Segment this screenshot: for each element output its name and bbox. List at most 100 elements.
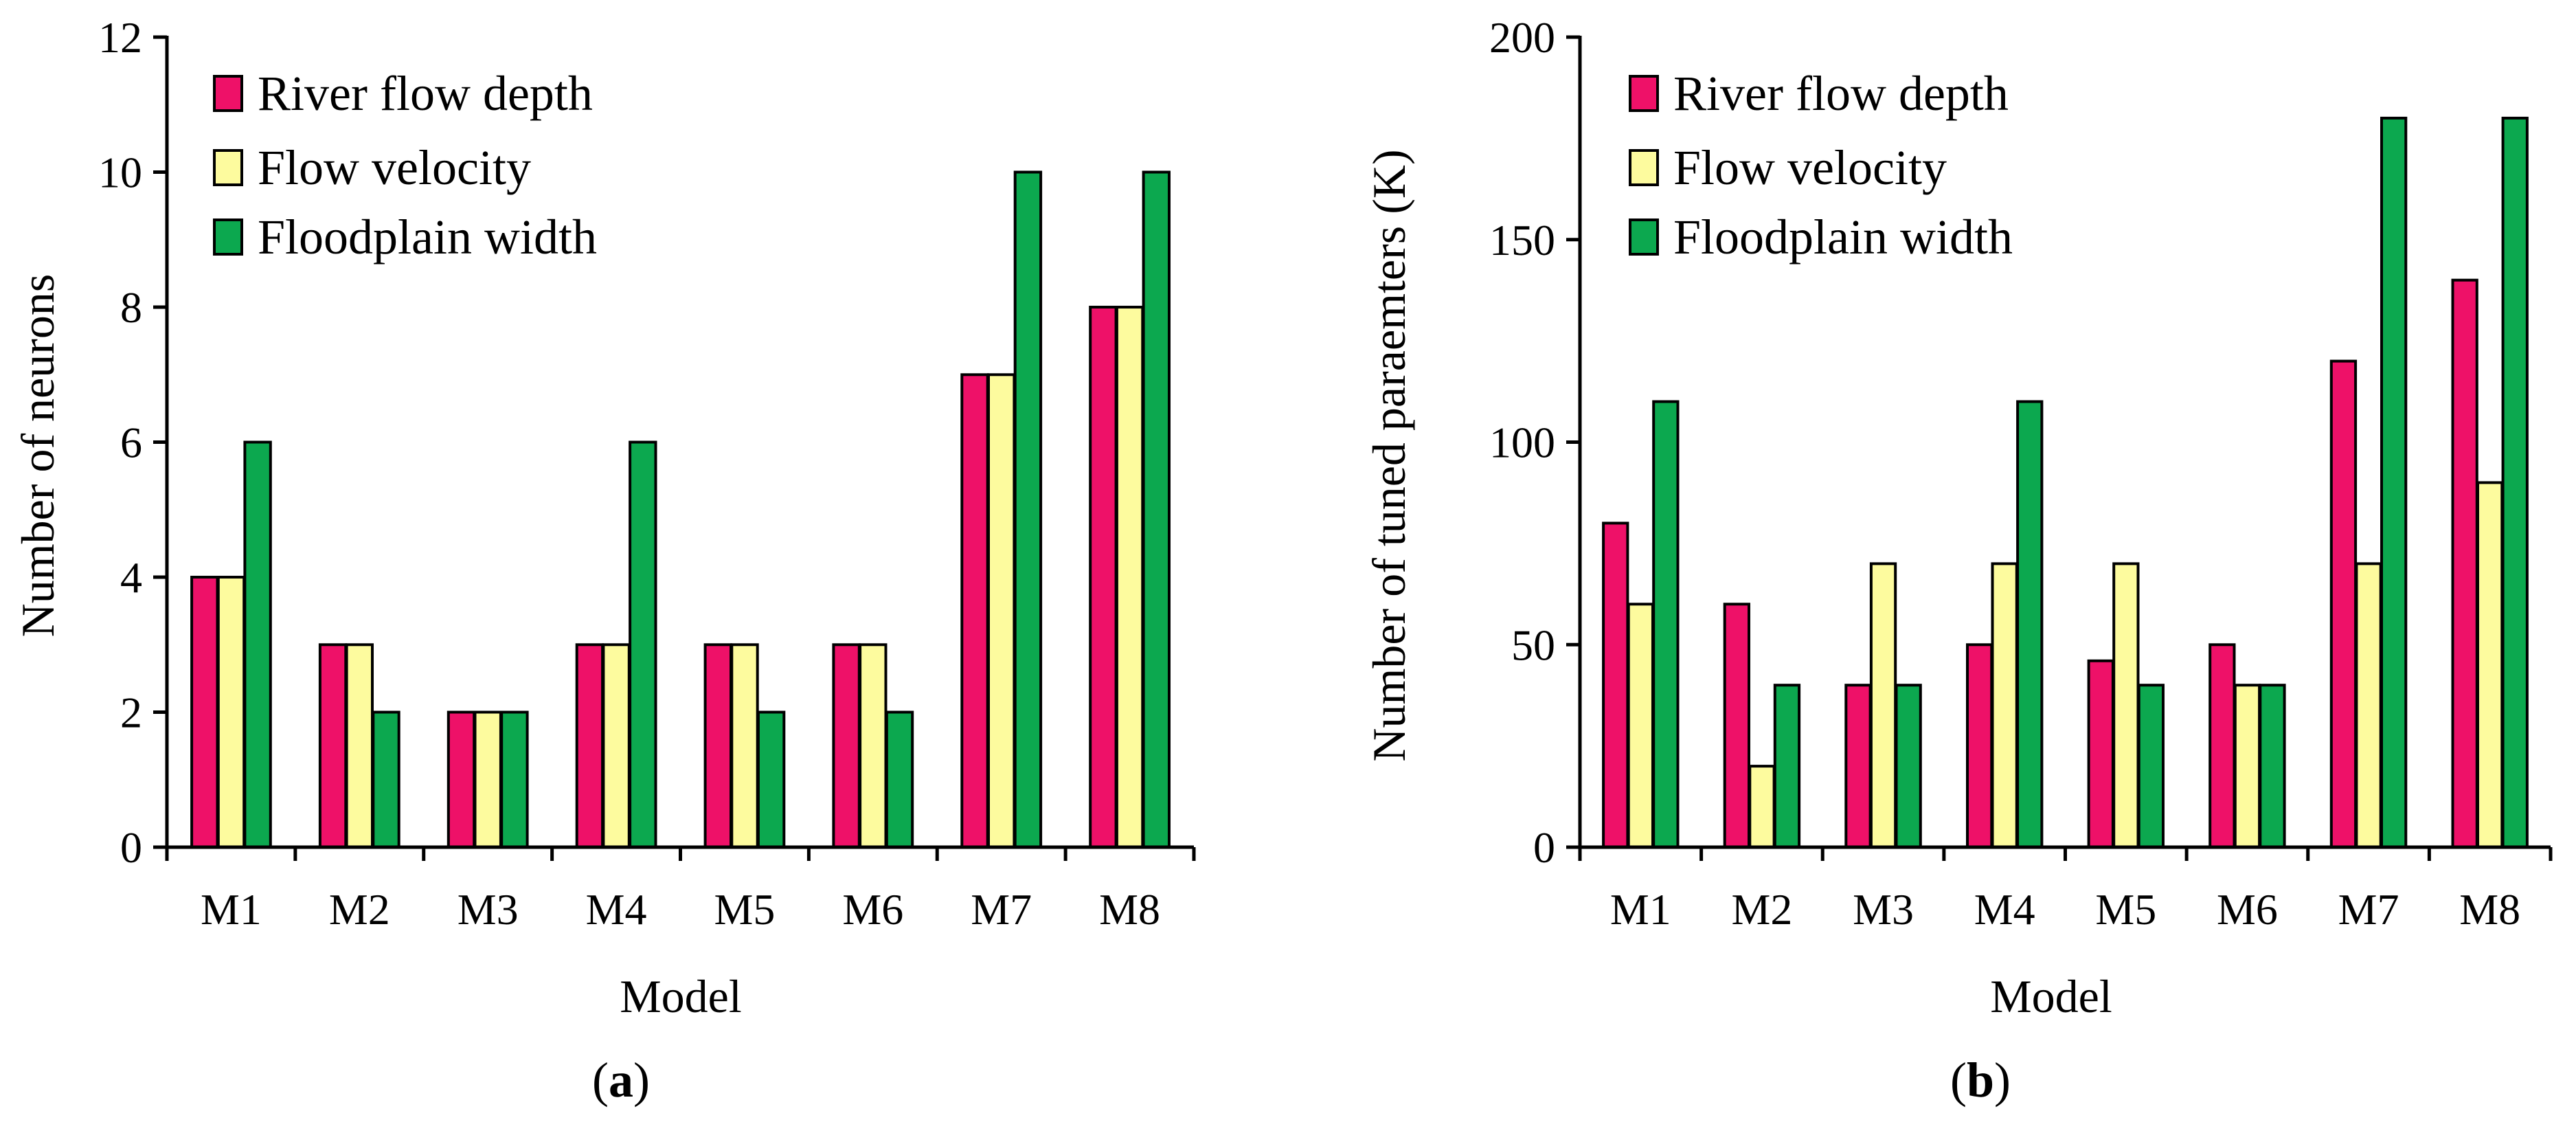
y-tick-label: 10	[98, 148, 142, 197]
bar-river-flow-depth-m1	[1602, 521, 1629, 849]
bar-floodplain-width-m2	[1773, 684, 1801, 849]
bar-flow-velocity-m6	[2233, 684, 2261, 849]
panel-a-axes	[153, 35, 1196, 861]
legend-label-flow-velocity: Flow velocity	[258, 140, 531, 195]
bar-flow-velocity-m6	[859, 643, 888, 849]
y-tick-label: 8	[120, 283, 142, 332]
panel-a-caption-letter: a	[609, 1053, 633, 1108]
legend-label-floodplain-width: Floodplain width	[1673, 210, 2013, 265]
y-tick-label: 2	[120, 688, 142, 737]
panel-b-axes	[1566, 35, 2553, 861]
bar-river-flow-depth-m5	[2087, 659, 2114, 849]
bar-flow-velocity-m7	[987, 373, 1016, 849]
x-tick-label-m6: M6	[2217, 885, 2278, 934]
bar-floodplain-width-m7	[2380, 116, 2408, 849]
bar-river-flow-depth-m4	[575, 643, 605, 849]
x-tick-label-m2: M2	[329, 885, 390, 934]
bar-river-flow-depth-m8	[2451, 278, 2478, 849]
legend-swatch-floodplain-width	[213, 218, 243, 256]
bar-river-flow-depth-m2	[1723, 603, 1750, 849]
bar-flow-velocity-m1	[216, 576, 246, 849]
bar-flow-velocity-m5	[2112, 562, 2140, 849]
y-tick-label: 100	[1489, 418, 1555, 467]
panel-a-y-axis-title: Number of neurons	[12, 274, 64, 638]
bar-flow-velocity-m4	[1991, 562, 2018, 849]
bar-river-flow-depth-m7	[2329, 359, 2358, 849]
x-tick-label-m2: M2	[1731, 885, 1792, 934]
x-tick-label-m1: M1	[201, 885, 262, 934]
panel-b-xtick-labels: M1 M2 M3 M4 M5 M6 M7 M8	[1610, 885, 2520, 934]
legend-swatch-flow-velocity	[1629, 149, 1659, 186]
x-tick-label-m4: M4	[586, 885, 647, 934]
bar-river-flow-depth-m2	[318, 643, 348, 849]
x-tick-label-m5: M5	[2095, 885, 2156, 934]
panel-b: 0 50 100 150 200 M1 M2 M3 M4 M5 M6 M7 M8 River flow…	[1363, 13, 2553, 1108]
bar-floodplain-width-m5	[756, 710, 786, 849]
panel-a-caption: (a)	[592, 1053, 650, 1108]
bar-flow-velocity-m3	[473, 710, 502, 849]
x-tick-label-m7: M7	[971, 885, 1032, 934]
bar-floodplain-width-m7	[1013, 170, 1043, 849]
bar-floodplain-width-m6	[2259, 684, 2286, 849]
x-tick-label-m3: M3	[1853, 885, 1914, 934]
panel-a-ytick-labels: 0 2 4 6 8 10 12	[98, 13, 142, 872]
x-tick-label-m4: M4	[1974, 885, 2035, 934]
legend-swatch-river-flow-depth	[1629, 75, 1659, 112]
bar-floodplain-width-m3	[1895, 684, 1922, 849]
panel-b-y-axis-title: Number of tuned paraemters (K)	[1363, 149, 1415, 761]
x-tick-label-m3: M3	[457, 885, 519, 934]
x-tick-label-m7: M7	[2338, 885, 2399, 934]
legend-label-river-flow-depth: River flow depth	[1673, 66, 2009, 121]
bar-floodplain-width-m8	[2501, 116, 2529, 849]
legend-label-floodplain-width: Floodplain width	[258, 210, 597, 265]
bar-flow-velocity-m5	[730, 643, 759, 849]
panel-a-bars	[190, 170, 1171, 849]
panel-b-caption: (b)	[1950, 1053, 2011, 1108]
x-tick-label-m6: M6	[842, 885, 903, 934]
bar-flow-velocity-m8	[1115, 306, 1144, 849]
bar-floodplain-width-m4	[2016, 400, 2044, 849]
bar-river-flow-depth-m8	[1089, 306, 1118, 849]
legend-label-flow-velocity: Flow velocity	[1673, 140, 1947, 195]
panel-a: 0 2 4 6 8 10 12 M1 M2 M3 M4 M5 M6 M7 M8 River flow de…	[12, 13, 1196, 1108]
bar-floodplain-width-m2	[372, 710, 400, 849]
bar-river-flow-depth-m6	[2208, 643, 2236, 849]
bar-river-flow-depth-m6	[832, 643, 861, 849]
x-tick-label-m5: M5	[714, 885, 775, 934]
legend-swatch-flow-velocity	[213, 149, 243, 186]
y-tick-label: 150	[1489, 216, 1555, 265]
panel-b-legend: River flow depth Flow velocity Floodplai…	[1629, 66, 2013, 265]
panel-a-x-axis-title: Model	[620, 970, 742, 1022]
x-tick-label-m8: M8	[2459, 885, 2520, 934]
bar-floodplain-width-m6	[885, 710, 914, 849]
bar-river-flow-depth-m5	[703, 643, 732, 849]
bar-flow-velocity-m8	[2476, 481, 2504, 849]
legend-swatch-floodplain-width	[1629, 218, 1659, 256]
legend-label-river-flow-depth: River flow depth	[258, 66, 593, 121]
bar-floodplain-width-m3	[500, 710, 529, 849]
bar-flow-velocity-m7	[2355, 562, 2382, 849]
legend-swatch-river-flow-depth	[213, 75, 243, 112]
panel-b-caption-letter: b	[1967, 1053, 1994, 1108]
bar-floodplain-width-m1	[243, 440, 272, 849]
panel-b-ytick-labels: 0 50 100 150 200	[1489, 13, 1555, 872]
bar-flow-velocity-m4	[602, 643, 631, 849]
bar-flow-velocity-m1	[1627, 603, 1654, 849]
bar-flow-velocity-m2	[345, 643, 374, 849]
panel-b-bars	[1602, 116, 2529, 849]
bar-river-flow-depth-m3	[1844, 684, 1872, 849]
bar-floodplain-width-m8	[1142, 170, 1171, 849]
y-tick-label: 12	[98, 13, 142, 62]
y-tick-label: 50	[1511, 620, 1555, 669]
y-tick-label: 6	[120, 418, 142, 467]
panel-a-legend: River flow depth Flow velocity Floodplai…	[213, 66, 597, 265]
bar-floodplain-width-m1	[1652, 400, 1680, 849]
bar-river-flow-depth-m1	[190, 576, 219, 849]
bar-floodplain-width-m4	[629, 440, 657, 849]
y-tick-label: 4	[120, 553, 142, 602]
y-tick-label: 0	[1533, 823, 1555, 872]
bar-river-flow-depth-m3	[447, 710, 476, 849]
bar-floodplain-width-m5	[2137, 684, 2165, 849]
